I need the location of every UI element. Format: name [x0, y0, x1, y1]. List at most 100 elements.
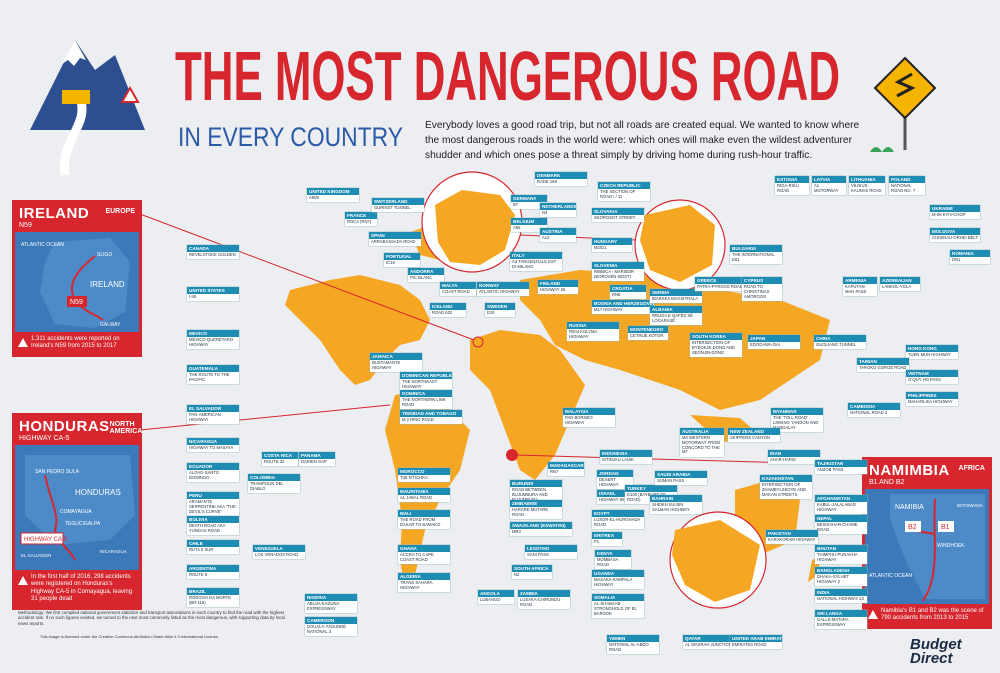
mountain-icon: [30, 40, 145, 130]
country-name: ESTONIA: [775, 176, 809, 183]
country-label: BELGIUM A55: [511, 218, 547, 233]
country-name: EL SALVADOR: [187, 405, 239, 412]
country-name: BHUTAN: [815, 545, 867, 552]
map-label: TEGUCIGALPA: [65, 521, 101, 527]
country-label: LITHUANIA VILNIUS-KAUNAS ROAD: [849, 176, 885, 196]
road-name: RRUGA E QAFËS SË LOGARASË: [652, 313, 693, 323]
road-name: ROUTE 9: [189, 572, 208, 577]
country-name: MADAGASCAR: [548, 462, 584, 469]
road-name: MR3: [512, 529, 521, 534]
road-name: BESISAHAR-CHAME ROAD: [817, 522, 858, 532]
road-name: M2/D1: [594, 245, 607, 250]
country-label: ZIMBABWE HARARE-MUTARE ROAD: [510, 500, 562, 520]
country-name: BULGARIA: [730, 245, 782, 252]
country-name: SERBIA: [650, 289, 702, 296]
land: [40, 238, 130, 328]
panel-map: ATLANTIC OCEAN IRELAND SLIGO N59 GALWAY: [15, 232, 139, 332]
country-label: NEPAL BESISAHAR-CHAME ROAD: [815, 515, 867, 535]
country-label: CANADA REVELSTOKE GOLDEN: [187, 245, 239, 260]
road-name: ROAD 622: [432, 310, 453, 315]
license: This image is licensed under the Creativ…: [40, 634, 219, 639]
road-sign: [873, 56, 937, 120]
road-name: PIC BLANC: [410, 275, 433, 280]
country-label: ANDORRA PIC BLANC: [408, 268, 444, 283]
country-label: CROATIA RN8: [610, 285, 646, 300]
country-name: COLOMBIA: [248, 474, 300, 481]
country-label: SWAZILAND (ESWATINI) MR3: [510, 522, 572, 537]
road-name: ROAD BETWEEN BUJUMBURA AND BUJUMBURA: [512, 487, 548, 501]
road-name: VILNIUS-KAUNAS ROAD: [851, 183, 882, 193]
country-name: CROATIA: [610, 285, 646, 292]
country-name: DOMINICAN REPUBLIC: [400, 372, 452, 379]
road-name: GUOLIANG TUNNEL: [816, 342, 856, 347]
road-name: THE SECTION OF ROAD I / 11: [600, 189, 636, 199]
country-label: ANGOLA LUBANGO: [478, 590, 514, 605]
country-label: UNITED ARAB EMIRATESEMIRATES ROAD: [730, 635, 782, 650]
country-label: BULGARIA THE INTERNATIONAL E81: [730, 245, 782, 265]
country-label: HUNGARY M2/D1: [592, 238, 632, 253]
map-label: IRELAND: [90, 280, 125, 289]
country-label: BHUTAN THIMPHU-PUNAKHA HIGHWAY: [815, 545, 867, 565]
country-name: GHANA: [398, 545, 450, 552]
country-label: CAMBODIA NATIONAL ROAD 4: [848, 403, 900, 418]
country-label: EGYPT LUXOR-EL-HURGHADA ROAD: [592, 510, 644, 530]
country-label: INDONESIA SITINJAU LAUIK: [600, 450, 652, 465]
country-label: AUSTRIA A12: [540, 228, 576, 243]
country-name: CHILE: [187, 540, 239, 547]
country-name: UGANDA: [592, 570, 644, 577]
country-name: ZIMBABWE: [510, 500, 562, 507]
namibia-panel: NAMIMBIA B1 AND B2 AFRICA NAMIBIA B2 B1 WI…: [862, 457, 992, 629]
africa: [470, 330, 585, 480]
country-name: NEW ZEALAND: [728, 428, 780, 435]
country-name: ICELAND: [430, 303, 466, 310]
country-label: AUSTRALIA M4 WESTERN MOTORWAY FROM CONCOR…: [680, 428, 724, 457]
country-label: JAPAN EDOGAWA-DAI: [748, 335, 800, 350]
country-label: SWITZERLAND GURINST TUNNEL: [372, 198, 424, 213]
country-name: BURUNDI: [510, 480, 562, 487]
road-name: RODOVIA DA MORTE (BR-116): [189, 595, 232, 605]
country-name: UNITED ARAB EMIRATES: [730, 635, 782, 642]
road-name: A55: [513, 225, 521, 230]
road-name: MASAKA-KAMPALA HIGHWAY: [594, 577, 633, 587]
country-label: SOMALIA AL-SHABAAB STRONGHOLD OF EL BAROO…: [592, 594, 644, 618]
country-name: DENMARK: [535, 172, 587, 179]
country-name: SWEDEN: [485, 303, 515, 310]
road-name: GALLE-MATARA EXPRESSWAY: [817, 617, 849, 627]
road-name: ROAD TO CHRISTINAS AMORGOS: [744, 284, 770, 299]
country-name: LATVIA: [812, 176, 846, 183]
country-name: BOLIVIA: [187, 516, 239, 523]
map-label: SLIGO: [97, 252, 112, 258]
ireland-marker: [472, 336, 484, 348]
road-name: ARAMANTE SERPENTINE AKA "THE DEVIL'S CUR…: [189, 499, 236, 514]
logo: Budget Direct: [910, 637, 962, 666]
road-name: HIGHWAY 25: [540, 287, 566, 292]
intro-text: Everybody loves a good road trip, but no…: [425, 120, 860, 161]
tunnel-icon: [62, 90, 90, 104]
country-name: MALTA: [440, 282, 476, 289]
country-name: NICARAGUA: [187, 438, 239, 445]
country-label: INDIA NATIONAL HIGHWAY 22: [815, 589, 867, 604]
panel-region: NORTH AMERICA: [109, 421, 143, 435]
road-badge: [20, 532, 64, 545]
snow-cap: [62, 40, 86, 66]
country-name: TURKEY: [625, 485, 677, 492]
country-label: POLAND NATIONAL ROAD NO. 7: [889, 176, 925, 196]
road-name: REVELSTOKE GOLDEN: [189, 252, 236, 257]
road-name: THIMPHU-PUNAKHA HIGHWAY: [817, 552, 858, 562]
road-name: TAROKO GORGE ROAD: [859, 365, 907, 370]
country-name: EGYPT: [592, 510, 644, 517]
country-name: POLAND: [889, 176, 925, 183]
panel-note: Namibia's B1 and B2 was the scene of 790…: [865, 604, 989, 626]
country-label: CHINA GUOLIANG TUNNEL: [814, 335, 866, 350]
panel-country: IRELAND: [19, 205, 90, 222]
map-label: NICARAGUA: [100, 549, 127, 554]
road-name: M-06 KYIV-CHOP: [932, 212, 966, 217]
country-label: CHILE RUTA 5 SUR: [187, 540, 239, 555]
country-label: KENYA MOMBASA ROAD: [595, 550, 631, 570]
road-name: TRAMPOLIN DEL DIABLO: [250, 481, 284, 491]
country-name: GERMANY: [511, 195, 547, 202]
road-name: PAN BORNEO HIGHWAY: [565, 415, 593, 425]
road-name: DARIEN GAP: [301, 459, 327, 464]
road-name: N4: [542, 210, 548, 215]
country-label: PERU ARAMANTE SERPENTINE AKA "THE DEVIL'S…: [187, 492, 239, 516]
